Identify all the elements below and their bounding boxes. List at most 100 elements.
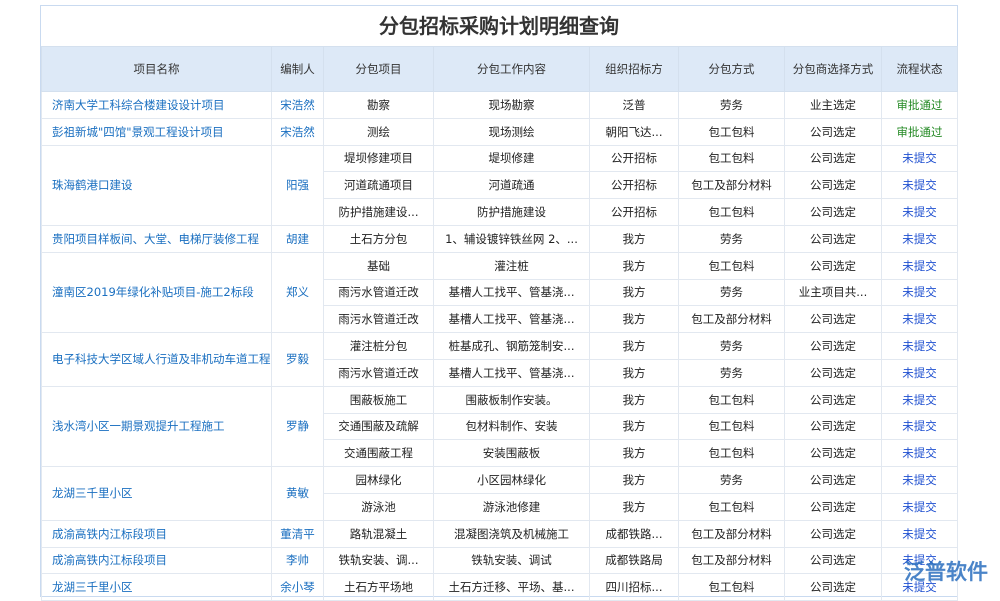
column-header[interactable]: 分包方式 <box>678 46 785 92</box>
cell: 路轨混凝土 <box>323 519 434 548</box>
cell: 雨污水管道迁改 <box>323 358 434 387</box>
cell: 小区园林绿化 <box>433 466 590 494</box>
cell: 公司选定 <box>784 439 882 468</box>
cell: 灌注桩分包 <box>323 332 434 360</box>
cell: 河道疏通项目 <box>323 171 434 200</box>
project-cell[interactable]: 济南大学工科综合楼建设设计项目 <box>41 91 272 119</box>
cell: 公司选定 <box>784 251 882 280</box>
cell: 我方 <box>589 466 679 494</box>
project-cell[interactable]: 电子科技大学区域人行道及非机动车道工程 <box>41 332 272 387</box>
status-cell[interactable]: 未提交 <box>881 144 958 173</box>
cell: 包工及部分材料 <box>678 171 785 200</box>
table-row[interactable]: 浅水湾小区一期景观提升工程施工 罗静 围蔽板施工 围蔽板制作安装。 我方 包工包料 公司选定… <box>41 385 958 468</box>
cell: 我方 <box>589 492 679 521</box>
cell: 土石方迁移、平场、基... <box>433 573 590 601</box>
column-header[interactable]: 流程状态 <box>881 46 958 92</box>
column-header[interactable]: 项目名称 <box>41 46 272 92</box>
column-header[interactable]: 分包工作内容 <box>433 46 590 92</box>
table-row[interactable]: 彭祖新城"四馆"景观工程设计项目 宋浩然 测绘 现场测绘 朝阳飞达... 包工包料 公司选定… <box>41 117 958 146</box>
person-cell: 李帅 <box>271 546 324 575</box>
cell: 包工包料 <box>678 412 785 441</box>
project-cell[interactable]: 成渝高铁内江标段项目 <box>41 546 272 575</box>
cell: 防护措施建设... <box>323 198 434 226</box>
status-cell[interactable]: 审批通过 <box>881 117 958 146</box>
cell: 公司选定 <box>784 305 882 334</box>
table-row[interactable]: 珠海鹤港口建设 阳强 堤坝修建项目 堤坝修建 公开招标 包工包料 公司选定 未提交 <box>41 144 958 226</box>
status-cell[interactable]: 未提交 <box>881 492 958 521</box>
table-row[interactable]: 雨污水管道迁改 基槽人工找平、管基浇... 我方 劳务 公司选定 未提交 <box>42 358 958 387</box>
cell: 业主选定 <box>784 91 882 119</box>
table-row[interactable]: 龙湖三千里小区 黄敏 园林绿化 小区园林绿化 我方 劳务 公司选定 未提交 <box>41 466 958 521</box>
table-row[interactable]: 潼南区2019年绿化补贴项目-施工2标段 郑义 基础 灌注桩 我方 包工包料 公司选定 未提交 <box>41 251 958 334</box>
project-cell[interactable]: 珠海鹤港口建设 <box>41 144 272 226</box>
status-cell[interactable]: 未提交 <box>881 332 958 360</box>
table-row[interactable]: 电子科技大学区域人行道及非机动车道工程 罗毅 灌注桩分包 桩基成孔、钢筋笼制安... 我… <box>41 332 958 387</box>
status-cell[interactable]: 未提交 <box>881 466 958 494</box>
table-row[interactable]: 河道疏通项目 河道疏通 公开招标 包工及部分材料 公司选定 未提交 <box>42 171 958 200</box>
cell: 我方 <box>589 224 679 253</box>
project-cell[interactable]: 彭祖新城"四馆"景观工程设计项目 <box>41 117 272 146</box>
cell: 包材料制作、安装 <box>433 412 590 441</box>
column-header[interactable]: 编制人 <box>271 46 324 92</box>
status-cell[interactable]: 未提交 <box>881 519 958 548</box>
cell: 公开招标 <box>589 144 679 173</box>
cell: 包工及部分材料 <box>678 519 785 548</box>
table-row[interactable]: 成渝高铁内江标段项目 李帅 铁轨安装、调... 铁轨安装、调试 成都铁路局 包工及部分材料… <box>41 546 958 575</box>
status-cell[interactable]: 未提交 <box>881 224 958 253</box>
cell: 公司选定 <box>784 117 882 146</box>
cell: 桩基成孔、钢筋笼制安... <box>433 332 590 360</box>
cell: 防护措施建设 <box>433 198 590 226</box>
table-row[interactable]: 游泳池 游泳池修建 我方 包工包料 公司选定 未提交 <box>42 492 958 521</box>
status-cell[interactable]: 未提交 <box>881 278 958 307</box>
status-cell[interactable]: 未提交 <box>881 358 958 387</box>
cell: 劳务 <box>678 91 785 119</box>
status-cell[interactable]: 审批通过 <box>881 91 958 119</box>
cell: 我方 <box>589 358 679 387</box>
cell: 公开招标 <box>589 198 679 226</box>
cell: 堤坝修建项目 <box>323 144 434 173</box>
cell: 劳务 <box>678 278 785 307</box>
project-cell[interactable]: 成渝高铁内江标段项目 <box>41 519 272 548</box>
cell: 劳务 <box>678 224 785 253</box>
project-cell[interactable]: 浅水湾小区一期景观提升工程施工 <box>41 385 272 468</box>
cell: 公司选定 <box>784 332 882 360</box>
table-row[interactable]: 贵阳项目样板间、大堂、电梯厅装修工程 胡建 土石方分包 1、辅设镀锌铁丝网 2、...… <box>41 224 958 253</box>
table-row[interactable]: 防护措施建设... 防护措施建设 公开招标 包工包料 公司选定 未提交 <box>42 198 958 226</box>
status-cell[interactable]: 未提交 <box>881 439 958 468</box>
status-cell[interactable]: 未提交 <box>881 251 958 280</box>
person-cell: 宋浩然 <box>271 117 324 146</box>
status-cell[interactable]: 未提交 <box>881 412 958 441</box>
status-cell[interactable]: 未提交 <box>881 573 958 601</box>
cell: 灌注桩 <box>433 251 590 280</box>
table-body: 济南大学工科综合楼建设设计项目 宋浩然 勘察 现场勘察 泛普 劳务 业主选定 审批通过 彭祖新城… <box>41 91 958 601</box>
table-row[interactable]: 龙湖三千里小区 余小琴 土石方平场地 土石方迁移、平场、基... 四川招标... 包工包料… <box>41 573 958 601</box>
status-cell[interactable]: 未提交 <box>881 198 958 226</box>
cell: 1、辅设镀锌铁丝网 2、... <box>433 224 590 253</box>
cell: 土石方分包 <box>323 224 434 253</box>
cell: 交通围蔽工程 <box>323 439 434 468</box>
project-cell[interactable]: 龙湖三千里小区 <box>41 573 272 601</box>
project-cell[interactable]: 贵阳项目样板间、大堂、电梯厅装修工程 <box>41 224 272 253</box>
cell: 包工包料 <box>678 117 785 146</box>
cell: 包工包料 <box>678 439 785 468</box>
status-cell[interactable]: 未提交 <box>881 305 958 334</box>
cell: 雨污水管道迁改 <box>323 305 434 334</box>
cell: 公司选定 <box>784 546 882 575</box>
person-cell: 黄敏 <box>271 466 324 521</box>
cell: 我方 <box>589 439 679 468</box>
table-row[interactable]: 雨污水管道迁改 基槽人工找平、管基浇... 我方 包工及部分材料 公司选定 未提交 <box>42 305 958 334</box>
table-row[interactable]: 成渝高铁内江标段项目 董清平 路轨混凝土 混凝图浇筑及机械施工 成都铁路... 包工及部分… <box>41 519 958 548</box>
cell: 公司选定 <box>784 385 882 414</box>
column-header[interactable]: 组织招标方 <box>589 46 679 92</box>
project-cell[interactable]: 潼南区2019年绿化补贴项目-施工2标段 <box>41 251 272 334</box>
status-cell[interactable]: 未提交 <box>881 171 958 200</box>
table-row[interactable]: 济南大学工科综合楼建设设计项目 宋浩然 勘察 现场勘察 泛普 劳务 业主选定 审批通过 <box>41 91 958 119</box>
table-row[interactable]: 雨污水管道迁改 基槽人工找平、管基浇... 我方 劳务 业主项目共... 未提交 <box>42 278 958 307</box>
cell: 公司选定 <box>784 144 882 173</box>
status-cell[interactable]: 未提交 <box>881 385 958 414</box>
cell: 我方 <box>589 332 679 360</box>
column-header[interactable]: 分包项目 <box>323 46 434 92</box>
column-header[interactable]: 分包商选择方式 <box>784 46 882 92</box>
project-cell[interactable]: 龙湖三千里小区 <box>41 466 272 521</box>
person-cell: 胡建 <box>271 224 324 253</box>
